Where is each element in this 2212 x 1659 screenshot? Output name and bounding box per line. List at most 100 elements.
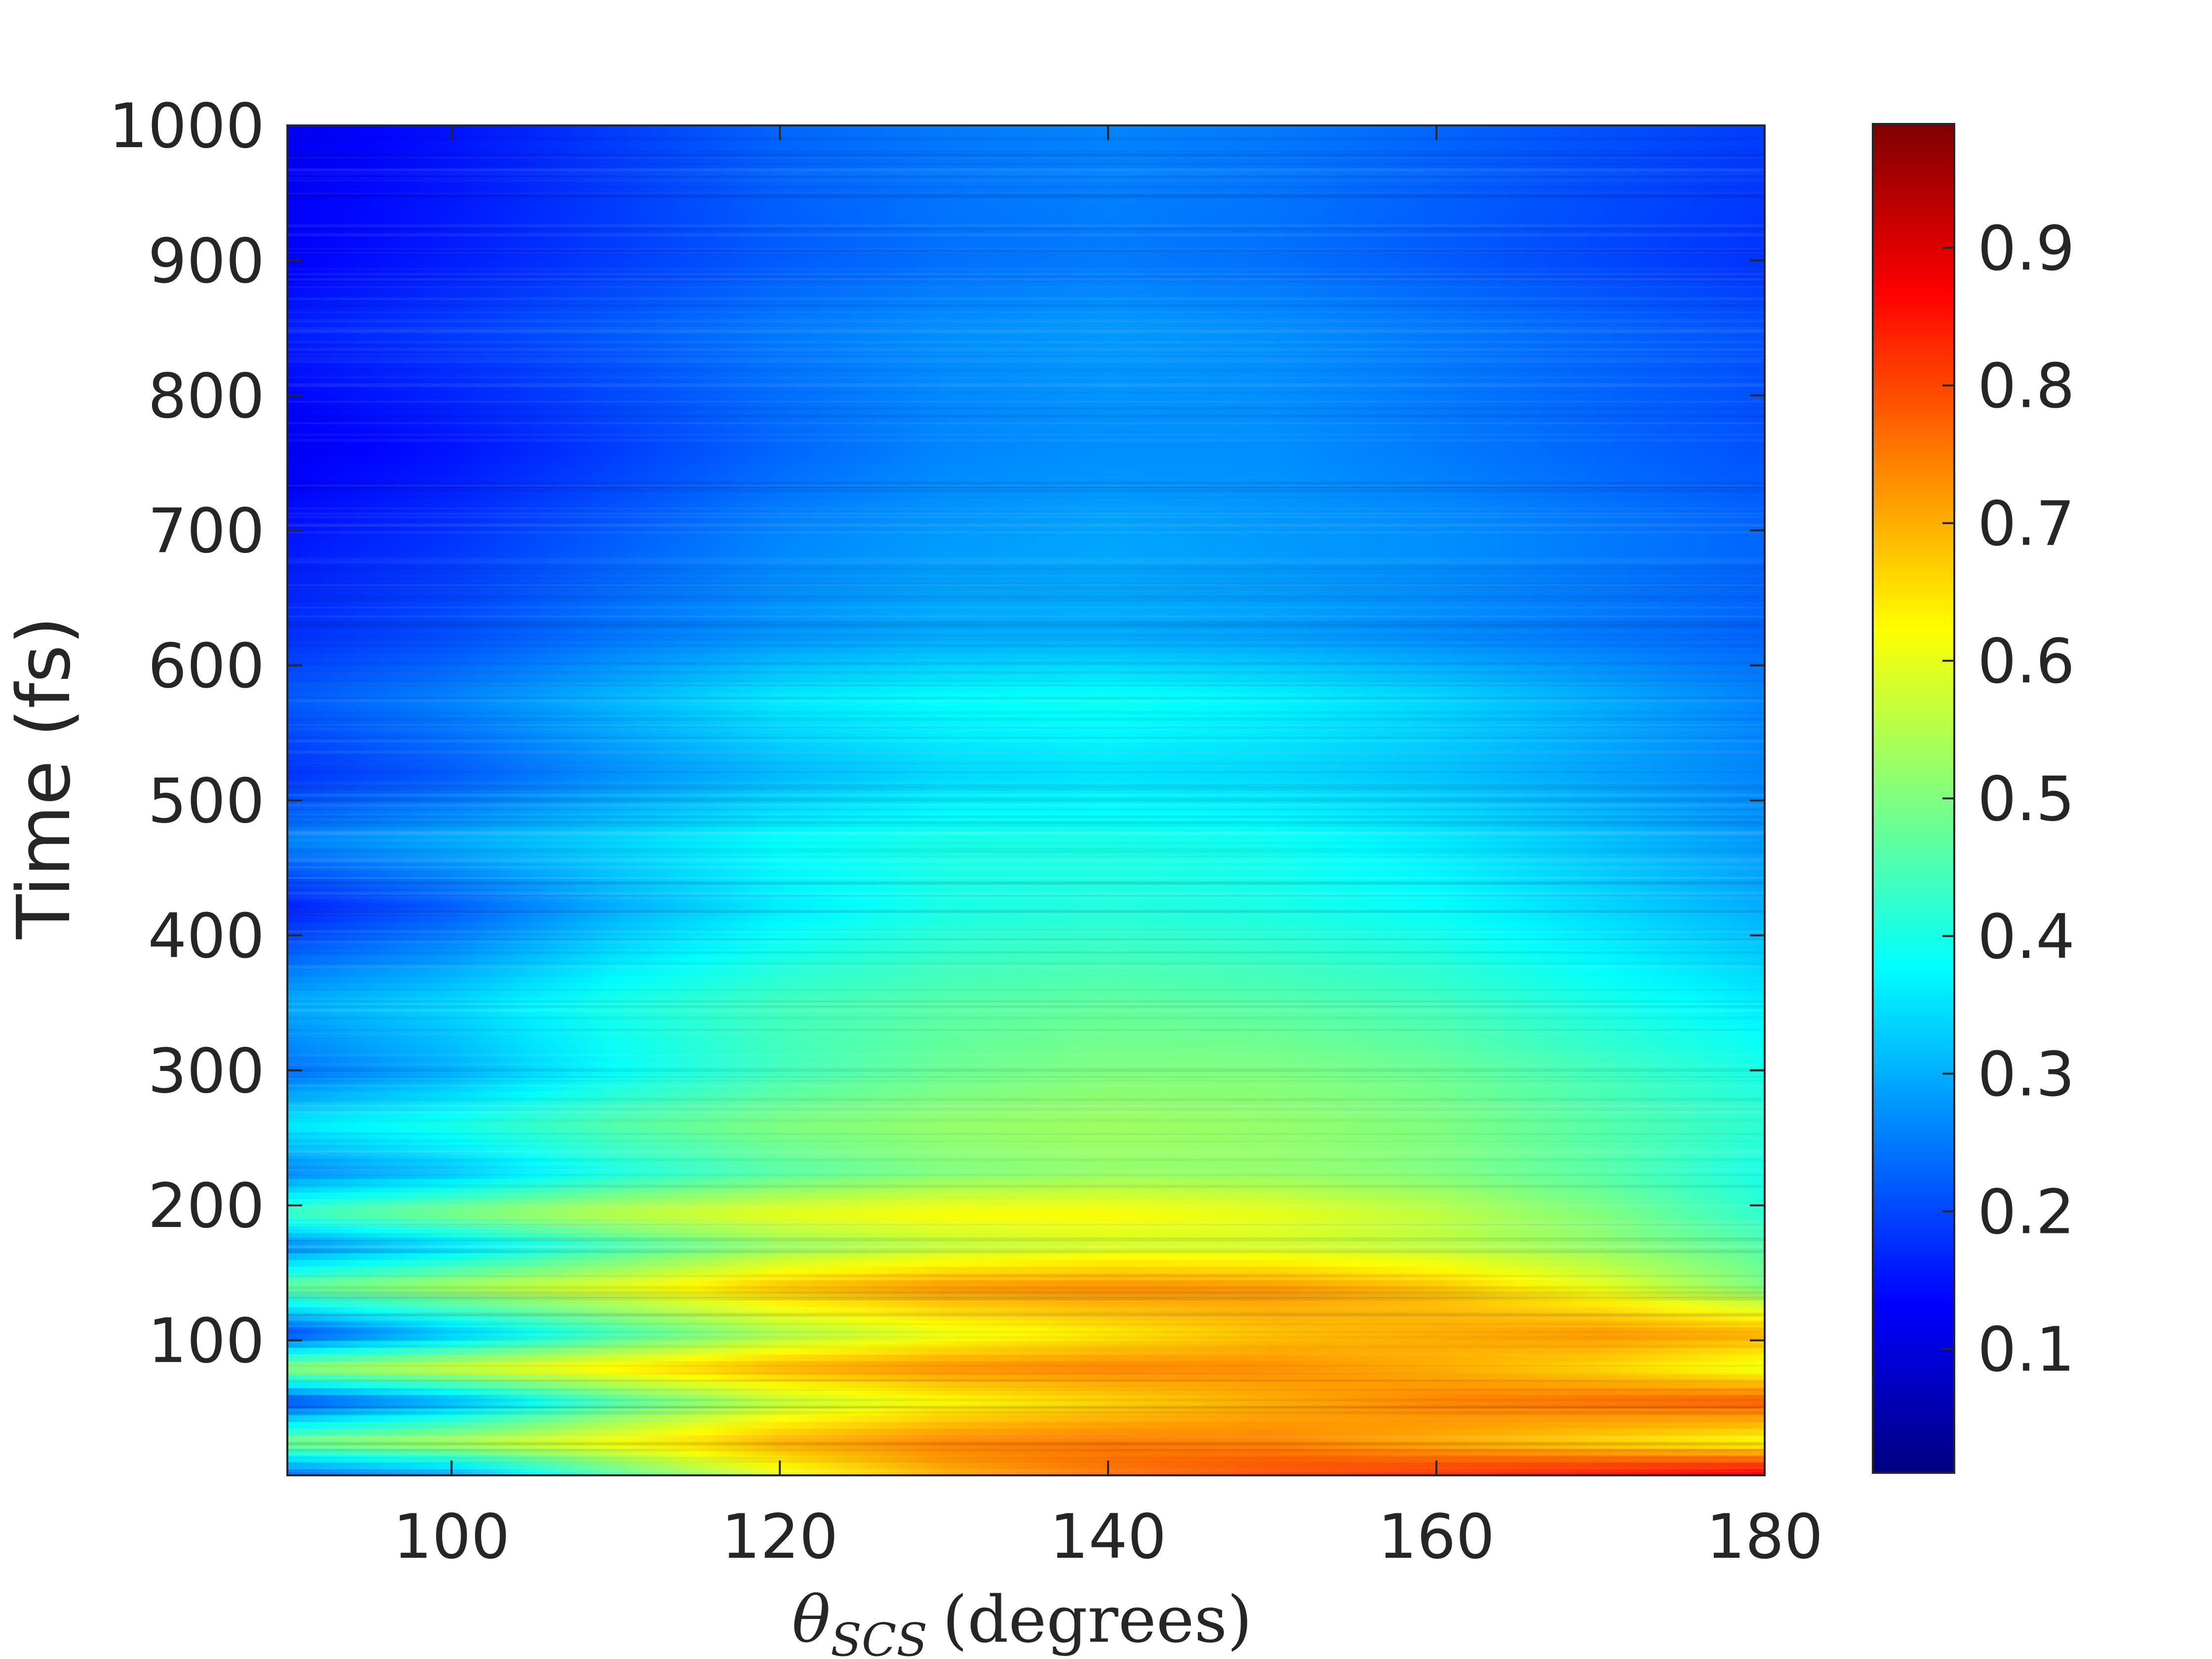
heatmap-streak [287, 762, 1765, 764]
heatmap-row [287, 179, 1765, 187]
heatmap-streak [287, 1107, 1765, 1111]
heatmap-row [287, 389, 1765, 396]
colorbar-tick-label: 0.7 [1977, 488, 2075, 559]
heatmap-streak [287, 1468, 1765, 1472]
heatmap-streak [287, 1250, 1765, 1254]
heatmap-row [287, 807, 1765, 815]
heatmap-row [287, 368, 1765, 376]
heatmap-streak [287, 1009, 1765, 1012]
heatmap-row [287, 888, 1765, 896]
heatmap-streak [287, 909, 1765, 913]
heatmap-row [287, 868, 1765, 875]
heatmap-row [287, 1259, 1765, 1267]
heatmap-streak [287, 368, 1765, 372]
colorbar: 0.1 0.2 0.3 0.4 0.5 0.6 0.7 0.8 0.9 [1872, 123, 2075, 1474]
heatmap-streak [287, 1009, 1765, 1012]
heatmap-streak [287, 1336, 1765, 1340]
heatmap-streak [287, 422, 1765, 425]
heatmap-row [287, 712, 1765, 720]
heatmap-streak [287, 252, 1765, 254]
heatmap-streak [287, 438, 1765, 442]
heatmap-streak [287, 588, 1765, 590]
x-tick-label: 100 [393, 1501, 510, 1573]
heatmap-streak [287, 1331, 1765, 1334]
heatmap-row [287, 125, 1765, 133]
heatmap-streak [287, 1435, 1765, 1439]
heatmap-streak [287, 154, 1765, 156]
heatmap-row [287, 1117, 1765, 1125]
heatmap-streak [287, 962, 1765, 965]
heatmap-streak [287, 327, 1765, 331]
heatmap-row [287, 685, 1765, 693]
heatmap-streak [287, 311, 1765, 314]
heatmap-row [287, 328, 1765, 335]
heatmap-streak [287, 400, 1765, 403]
heatmap-streak [287, 1237, 1765, 1241]
y-axis-title: Time (fs) [1, 616, 86, 940]
heatmap-streak [287, 154, 1765, 158]
heatmap-streak [287, 1084, 1765, 1087]
heatmap-streak [287, 1245, 1765, 1248]
heatmap-streak [287, 821, 1765, 825]
heatmap-streak [287, 1315, 1765, 1318]
heatmap-row [287, 341, 1765, 349]
heatmap-streak [287, 672, 1765, 674]
heatmap-row [287, 1340, 1765, 1348]
heatmap-row [287, 800, 1765, 808]
heatmap-streak [287, 433, 1765, 436]
heatmap-streak [287, 727, 1765, 731]
heatmap-streak [287, 286, 1765, 288]
heatmap-streak [287, 598, 1765, 602]
heatmap-row [287, 530, 1765, 538]
heatmap-streak [287, 784, 1765, 788]
heatmap-streak [287, 177, 1765, 180]
heatmap-row [287, 604, 1765, 612]
heatmap-row [287, 1441, 1765, 1449]
heatmap-streak [287, 297, 1765, 300]
heatmap-row [287, 240, 1765, 248]
heatmap-streak [287, 227, 1765, 231]
heatmap-row [287, 1272, 1765, 1280]
heatmap-streak [287, 195, 1765, 198]
heatmap-streak [287, 1406, 1765, 1409]
heatmap-row [287, 874, 1765, 882]
heatmap-streak [287, 1119, 1765, 1122]
heatmap-row [287, 611, 1765, 619]
heatmap-row [287, 753, 1765, 761]
heatmap-streak [287, 513, 1765, 515]
heatmap-streak [287, 652, 1765, 653]
heatmap-streak [287, 717, 1765, 721]
heatmap-row [287, 584, 1765, 592]
heatmap-row [287, 625, 1765, 632]
x-tick-label: 120 [721, 1501, 838, 1573]
y-tick-label: 900 [148, 226, 265, 297]
heatmap-streak [287, 868, 1765, 870]
heatmap-streak [287, 877, 1765, 879]
heatmap-streak [287, 895, 1765, 897]
heatmap-streak [287, 1068, 1765, 1072]
heatmap-streak [287, 180, 1765, 182]
heatmap-streak [287, 940, 1765, 944]
heatmap-streak [287, 1405, 1765, 1408]
heatmap-row [287, 1070, 1765, 1078]
heatmap-streak [287, 1133, 1765, 1135]
heatmap-streak [287, 606, 1765, 609]
heatmap-row [287, 955, 1765, 963]
heatmap-row [287, 490, 1765, 498]
heatmap-streak [287, 624, 1765, 627]
heatmap-row [287, 1293, 1765, 1301]
heatmap-streak [287, 671, 1765, 674]
heatmap-row [287, 1320, 1765, 1328]
heatmap-row [287, 1185, 1765, 1193]
heatmap-streak [287, 1380, 1765, 1382]
heatmap-streak [287, 356, 1765, 360]
heatmap-row [287, 463, 1765, 471]
heatmap-streak [287, 1103, 1765, 1106]
heatmap-streak [287, 286, 1765, 288]
colorbar-tick-label: 0.4 [1977, 902, 2075, 973]
x-tick-label: 180 [1706, 1501, 1823, 1573]
heatmap-row [287, 1016, 1765, 1024]
heatmap-streak [287, 724, 1765, 726]
y-tick-label: 800 [148, 361, 265, 432]
heatmap-streak [287, 168, 1765, 171]
